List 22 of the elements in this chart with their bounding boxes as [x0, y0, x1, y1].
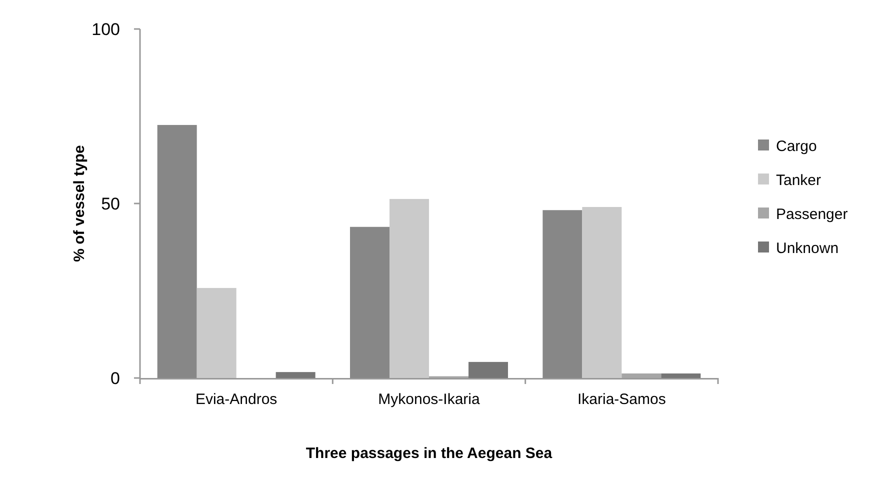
bar: [196, 288, 236, 378]
bar: [582, 206, 622, 378]
bar: [276, 372, 316, 378]
bar: [350, 226, 390, 378]
bar: [157, 124, 197, 378]
x-axis-title: Three passages in the Aegean Sea: [306, 445, 553, 462]
bar: [390, 198, 429, 378]
x-tick-label: Evia-Andros: [195, 391, 278, 408]
bar: [542, 210, 582, 378]
legend-label: Unknown: [776, 240, 839, 257]
y-tick-label: 0: [110, 368, 120, 388]
legend-label: Passenger: [776, 206, 848, 223]
x-tick-label: Ikaria-Samos: [577, 391, 666, 408]
y-tick-label: 100: [92, 20, 120, 39]
y-tick-label: 50: [101, 194, 120, 214]
legend-label: Tanker: [776, 172, 822, 189]
bar: [622, 373, 662, 378]
legend-label: Cargo: [776, 138, 817, 155]
y-axis-title: % of vessel type: [71, 145, 88, 262]
x-tick-label: Mykonos-Ikaria: [378, 391, 481, 408]
bar: [661, 373, 701, 378]
bar: [468, 362, 508, 378]
